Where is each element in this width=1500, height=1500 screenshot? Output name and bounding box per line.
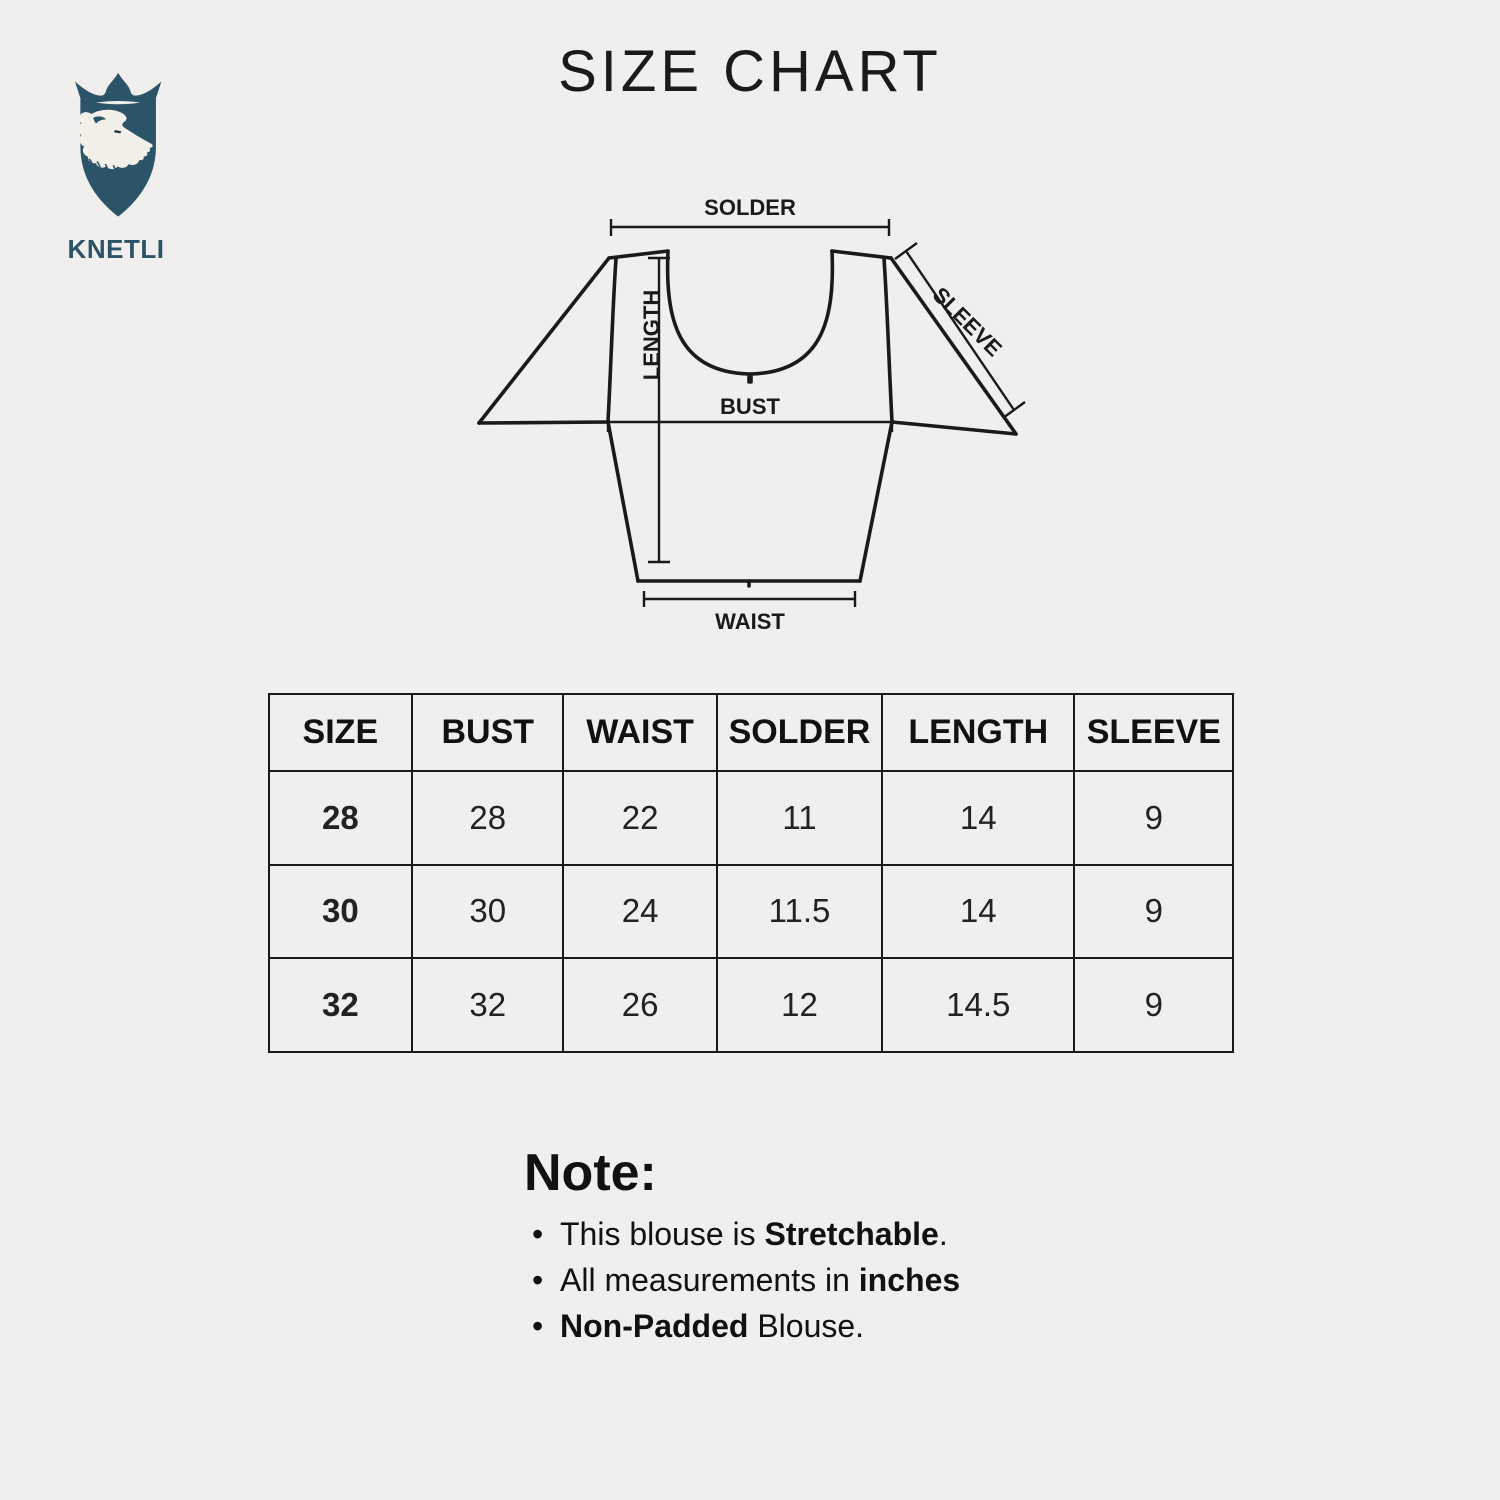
svg-text:WAIST: WAIST (715, 609, 785, 634)
svg-text:SLEEVE: SLEEVE (928, 282, 1007, 361)
svg-text:BUST: BUST (720, 394, 780, 419)
svg-text:SOLDER: SOLDER (704, 195, 796, 220)
svg-text:LENGTH: LENGTH (639, 290, 664, 380)
